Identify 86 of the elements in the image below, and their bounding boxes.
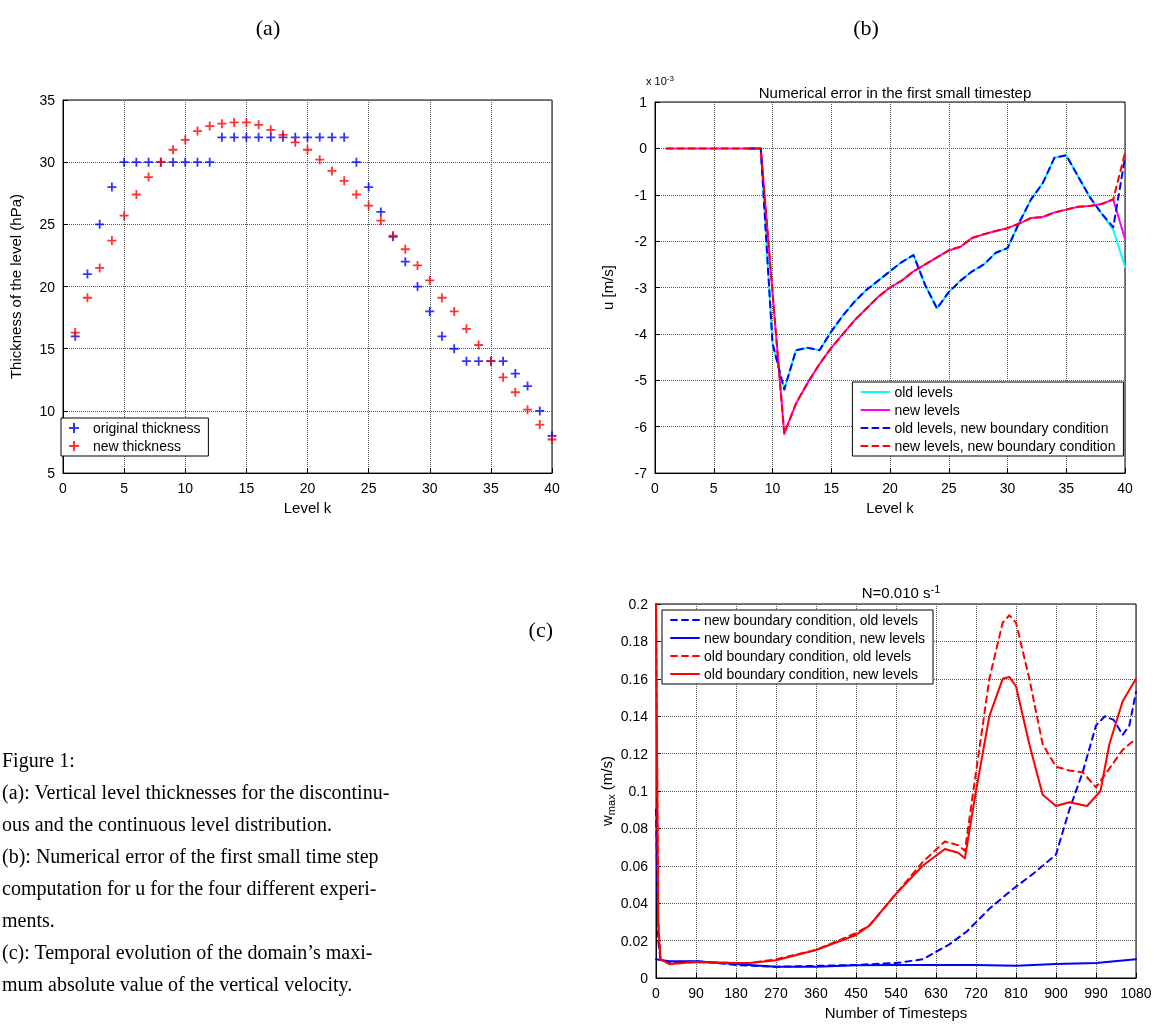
legend-label: new boundary condition, old levels xyxy=(704,612,919,628)
x-tick-label: 540 xyxy=(884,985,908,1001)
legend-label: old boundary condition, old levels xyxy=(704,648,912,664)
legend-label: original thickness xyxy=(93,420,201,436)
legend-label: old boundary condition, new levels xyxy=(704,666,919,682)
y-tick-label: 20 xyxy=(39,278,56,295)
x-tick-label: 35 xyxy=(483,480,499,497)
y-tick-label: 1 xyxy=(639,94,648,110)
y-tick-label: 0.18 xyxy=(620,633,649,650)
x-tick-label: 0 xyxy=(652,985,661,1001)
y-tick-label: -3 xyxy=(634,279,648,296)
y-tick-label: -6 xyxy=(634,418,648,435)
x-tick-label: 0 xyxy=(651,480,660,497)
y-tick-label: 0.12 xyxy=(620,745,649,762)
x-tick-label: 40 xyxy=(544,480,560,497)
x-tick-label: 40 xyxy=(1117,480,1133,497)
y-tick-label: 0.1 xyxy=(628,783,649,799)
y-tick-label: 0.06 xyxy=(620,857,649,874)
x-tick-label: 900 xyxy=(1044,985,1068,1001)
chart-title: Numerical error in the first small timestep xyxy=(758,84,1032,101)
x-tick-label: 30 xyxy=(421,480,438,497)
y-tick-label: -1 xyxy=(634,186,648,203)
y-tick-label: 10 xyxy=(39,402,56,419)
legend-label: old levels xyxy=(894,384,953,400)
x-tick-label: 25 xyxy=(360,480,377,497)
x-axis-title: Level k xyxy=(283,499,332,516)
y-tick-label: -5 xyxy=(634,372,648,389)
caption: Figure 1: xyxy=(2,749,75,772)
x-tick-label: 360 xyxy=(804,985,828,1001)
x-tick-label: 720 xyxy=(964,985,988,1001)
y-tick-label: 30 xyxy=(39,154,56,171)
y-tick-label: 0 xyxy=(639,140,648,157)
y-tick-label: 35 xyxy=(39,92,56,108)
x-axis-title: Level k xyxy=(866,499,915,516)
text: mum absolute value of the vertical velocity. xyxy=(2,973,353,996)
x-tick-label: 10 xyxy=(764,480,781,497)
y-tick-label: -4 xyxy=(634,325,648,342)
y-tick-label: 15 xyxy=(39,340,56,357)
x-tick-label: 25 xyxy=(940,480,957,497)
x-tick-label: 10 xyxy=(177,480,194,497)
y-tick-label: -7 xyxy=(634,465,648,482)
y-tick-label: 5 xyxy=(47,465,56,482)
text: (a) xyxy=(255,14,281,40)
legend-label: new levels xyxy=(894,402,960,418)
text: (c) xyxy=(528,616,553,642)
y-tick-label: 0.14 xyxy=(620,708,649,725)
x-tick-label: 15 xyxy=(238,480,255,497)
x-tick-label: 1080 xyxy=(1120,985,1152,1001)
y-axis-title: u [m/s] xyxy=(599,265,616,311)
y-axis-title: Thickness of the level (hPa) xyxy=(7,194,24,380)
legend-label: new boundary condition, new levels xyxy=(704,630,926,646)
legend-label: old levels, new boundary condition xyxy=(894,420,1109,436)
x-tick-label: 20 xyxy=(299,480,316,497)
text: (a): Vertical level thicknesses for the discontinu- xyxy=(2,781,390,804)
x-tick-label: 30 xyxy=(999,480,1016,497)
x-tick-label: 15 xyxy=(823,480,840,497)
x-tick-label: 0 xyxy=(59,480,68,497)
y-tick-label: 0.02 xyxy=(620,932,649,949)
text: ments. xyxy=(2,909,55,931)
y-tick-label: 0.16 xyxy=(620,670,649,687)
text: (b): Numerical error of the first small time step xyxy=(2,845,379,868)
x-tick-label: 630 xyxy=(924,985,948,1001)
x-tick-label: 990 xyxy=(1084,985,1108,1001)
text: (b) xyxy=(853,14,879,40)
y-tick-label: 25 xyxy=(39,216,56,233)
legend-label: new levels, new boundary condition xyxy=(894,438,1116,454)
x-tick-label: 180 xyxy=(724,985,748,1001)
text: computation for u for the four different experi- xyxy=(2,877,377,900)
text: ous and the continuous level distribution. xyxy=(2,813,332,835)
legend-label: new thickness xyxy=(93,438,181,454)
x-tick-label: 450 xyxy=(844,985,868,1001)
x-tick-label: 5 xyxy=(120,480,129,497)
y-axis-title: wmax (m/s) xyxy=(598,756,617,827)
y-tick-label: 0.04 xyxy=(620,895,649,912)
x-tick-label: 270 xyxy=(764,985,788,1001)
x-tick-label: 90 xyxy=(688,985,704,1001)
x-tick-label: 810 xyxy=(1004,985,1028,1001)
x-tick-label: 5 xyxy=(709,480,718,497)
x-axis-title: Number of Timesteps xyxy=(824,1003,968,1021)
x-tick-label: 35 xyxy=(1058,480,1075,497)
x-tick-label: 20 xyxy=(882,480,898,497)
y-tick-label: -2 xyxy=(634,233,648,250)
y-tick-label: 0 xyxy=(640,970,649,986)
y-tick-label: 0.2 xyxy=(628,596,649,612)
text: (c): Temporal evolution of the domain’s maxi- xyxy=(2,941,373,964)
y-tick-label: 0.08 xyxy=(620,820,649,837)
